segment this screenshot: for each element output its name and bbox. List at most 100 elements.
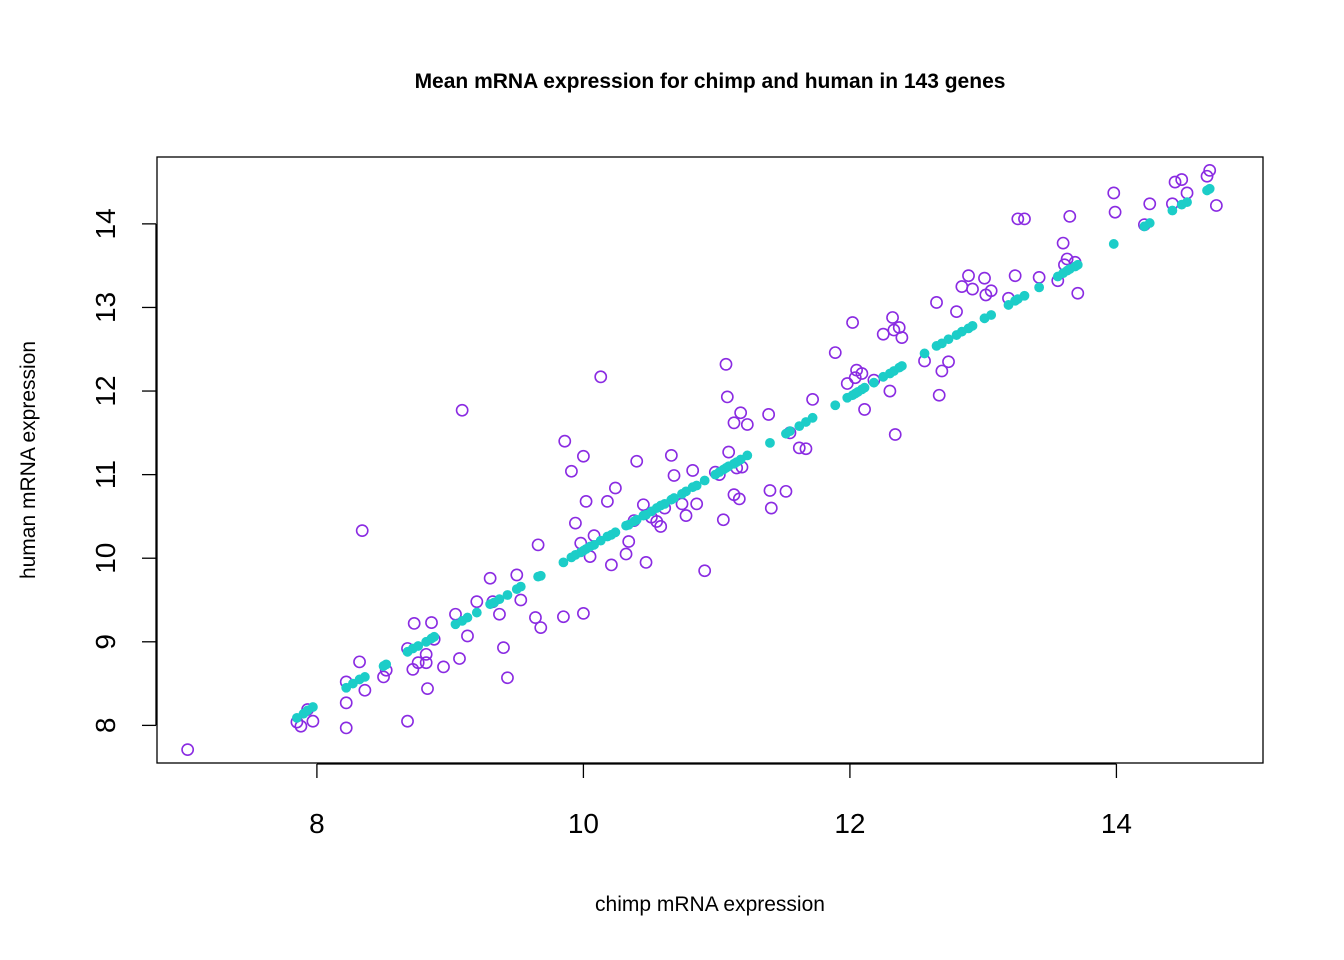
observed-point (558, 434, 572, 448)
observed-point (828, 346, 842, 359)
observed-point (358, 683, 372, 697)
observed-point (1203, 163, 1217, 177)
observed-point (181, 743, 195, 757)
observed-point (1200, 169, 1214, 183)
observed-point (594, 370, 608, 384)
observed-point (679, 509, 693, 522)
observed-point (339, 696, 353, 710)
observed-point (930, 296, 943, 309)
y-tick-label: 11 (90, 460, 121, 489)
observed-point (762, 408, 776, 421)
observed-point (497, 641, 510, 655)
observed-point (1180, 186, 1194, 200)
observed-point (698, 564, 712, 578)
observed-point (421, 682, 434, 696)
y-tick-label: 13 (90, 292, 121, 323)
observed-point (1011, 212, 1025, 226)
y-tick-label: 9 (90, 634, 121, 650)
observed-point (1209, 199, 1223, 212)
x-axis-label: chimp mRNA expression (595, 893, 825, 916)
observed-point (806, 392, 820, 406)
observed-point (604, 558, 618, 572)
x-axis: 8 10 12 14 (309, 763, 1132, 839)
observed-point (690, 497, 704, 511)
observed-point (732, 492, 746, 506)
observed-point (1107, 186, 1121, 200)
observed-point (876, 327, 890, 341)
observed-point (419, 647, 433, 661)
observed-point (734, 406, 748, 420)
fitted-points (292, 183, 1215, 723)
observed-point (840, 377, 854, 390)
observed-point (763, 484, 777, 497)
fitted-point (1072, 259, 1083, 270)
observed-point (569, 516, 582, 530)
observed-point (686, 464, 700, 477)
observed-point (1018, 212, 1031, 226)
observed-point (720, 390, 734, 404)
observed-point (622, 535, 636, 548)
fitted-point (1204, 183, 1215, 194)
observed-point (534, 621, 548, 634)
observed-point (792, 441, 806, 455)
fitted-point (502, 590, 513, 600)
observed-point (557, 610, 570, 624)
observed-point (401, 714, 414, 728)
observed-point (577, 606, 590, 620)
fitted-point (986, 310, 997, 320)
x-tick-label: 14 (1101, 808, 1132, 839)
observed-point (579, 494, 593, 508)
observed-point (470, 595, 484, 609)
observed-point (353, 655, 366, 669)
fitted-point (669, 493, 679, 503)
observed-point (1056, 236, 1070, 250)
fitted-point (1167, 205, 1178, 216)
y-axis: 8 9 10 11 12 13 14 (90, 208, 157, 734)
observed-point (722, 445, 736, 459)
chart-title: Mean mRNA expression for chimp and human… (415, 70, 1006, 93)
y-tick-label: 8 (90, 718, 121, 734)
observed-point (461, 629, 474, 643)
observed-point (932, 388, 946, 402)
observed-point (764, 501, 778, 515)
observed-point (1060, 252, 1074, 266)
observed-point (942, 355, 955, 369)
observed-point (636, 498, 650, 512)
x-tick-label: 8 (309, 808, 325, 839)
observed-point (1071, 286, 1085, 300)
observed-point (531, 538, 545, 552)
observed-point (577, 449, 590, 463)
fitted-point (1019, 290, 1030, 301)
fitted-point (943, 334, 954, 345)
observed-point (619, 547, 633, 561)
fitted-point (610, 527, 621, 538)
observed-point (608, 481, 622, 495)
y-tick-label: 14 (90, 208, 121, 239)
observed-point (799, 442, 813, 456)
fitted-point (1144, 218, 1155, 228)
observed-point (411, 656, 425, 670)
observed-point (895, 331, 909, 344)
observed-point (510, 568, 524, 582)
y-tick-label: 12 (90, 375, 121, 406)
observed-point (779, 484, 793, 498)
fitted-point (742, 450, 753, 461)
observed-point (955, 280, 969, 293)
fitted-point (462, 612, 473, 623)
fitted-point (967, 320, 978, 331)
fitted-point (515, 581, 526, 592)
observed-point (654, 520, 668, 533)
fitted-point (869, 377, 879, 388)
observed-point (950, 305, 963, 319)
observed-point (565, 464, 578, 478)
observed-point (1063, 209, 1077, 223)
y-tick-label: 10 (90, 543, 121, 574)
observed-point (493, 607, 506, 621)
observed-point (848, 371, 862, 385)
observed-point (419, 656, 433, 670)
observed-point (740, 418, 754, 431)
fitted-point (896, 361, 907, 371)
observed-point (306, 714, 320, 728)
observed-point (1168, 175, 1182, 189)
